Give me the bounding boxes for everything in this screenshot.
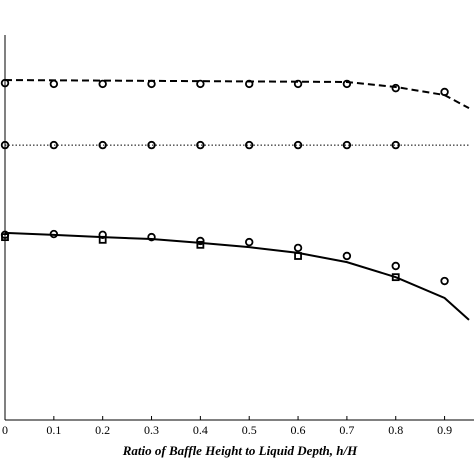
marker-square (1, 233, 9, 242)
marker-circle (245, 140, 254, 150)
marker-circle (342, 251, 352, 261)
marker-square (98, 235, 107, 244)
marker-circle (0, 140, 10, 150)
x-tick-label: 0.4 (193, 423, 208, 437)
marker-circle (342, 79, 352, 89)
marker-circle (293, 79, 303, 89)
marker-circle (196, 79, 205, 89)
x-axis-label: Ratio of Baffle Height to Liquid Depth, … (122, 443, 358, 458)
marker-circle (98, 79, 107, 89)
x-tick-label: 0.6 (291, 423, 306, 437)
marker-circle (147, 140, 156, 150)
series-line (4, 79, 470, 110)
x-tick-label: 0.5 (242, 423, 257, 437)
marker-circle (245, 237, 254, 247)
marker-circle (440, 87, 449, 97)
marker-circle (391, 140, 400, 150)
marker-circle (147, 232, 156, 242)
x-tick-label: 0.2 (95, 423, 110, 437)
marker-circle (245, 79, 254, 89)
x-tick-label: 0.3 (144, 423, 159, 437)
marker-circle (49, 140, 59, 150)
series-line (4, 231, 470, 321)
marker-square (294, 252, 302, 260)
marker-circle (98, 140, 107, 150)
marker-circle (49, 79, 59, 89)
x-tick-label: 0.9 (437, 423, 452, 437)
marker-circle (293, 243, 303, 253)
marker-circle (147, 79, 156, 89)
x-tick-label: 0 (2, 423, 8, 437)
marker-circle (391, 83, 400, 93)
x-tick-label: 0.8 (388, 423, 403, 437)
x-tick-label: 0.1 (46, 423, 61, 437)
marker-square (196, 240, 205, 249)
marker-circle (196, 140, 205, 150)
marker-circle (293, 140, 303, 150)
marker-square (391, 273, 400, 282)
marker-circle (98, 230, 107, 240)
marker-circle (391, 261, 400, 271)
x-tick-label: 0.7 (339, 423, 354, 437)
marker-circle (342, 140, 352, 150)
marker-circle (49, 229, 59, 239)
marker-circle (440, 276, 449, 286)
marker-circle (0, 78, 10, 88)
